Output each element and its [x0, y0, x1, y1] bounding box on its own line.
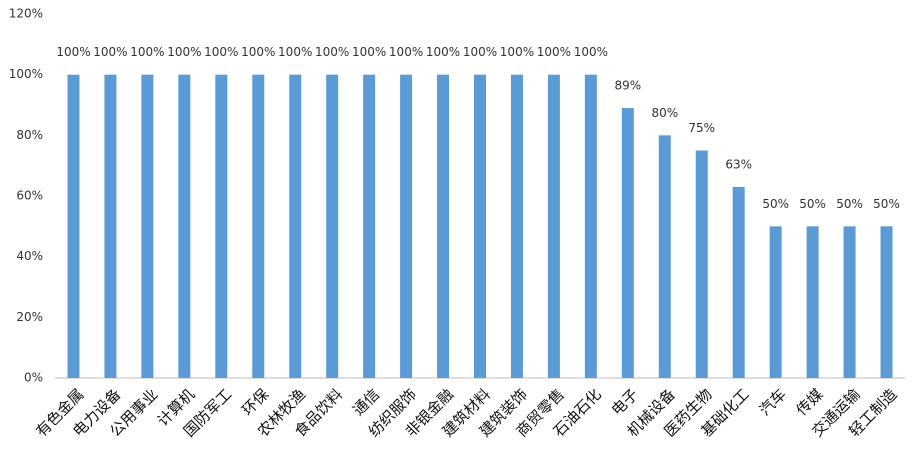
value-label: 100% — [130, 45, 164, 59]
value-label: 100% — [463, 45, 497, 59]
y-tick-label: 100% — [9, 67, 43, 81]
bar — [437, 74, 450, 379]
value-label: 100% — [500, 45, 534, 59]
bar — [510, 74, 523, 379]
bar — [806, 226, 819, 378]
value-label: 100% — [574, 45, 608, 59]
bar — [474, 74, 486, 379]
bar — [215, 74, 228, 379]
bar — [547, 74, 560, 379]
bar — [400, 74, 413, 379]
value-label: 100% — [352, 45, 386, 59]
value-label: 100% — [241, 45, 275, 59]
value-label: 75% — [688, 121, 715, 135]
value-label: 63% — [725, 157, 752, 171]
value-label: 100% — [389, 45, 423, 59]
bar — [289, 74, 302, 379]
bar — [843, 226, 856, 378]
value-label: 80% — [651, 106, 678, 120]
value-label: 100% — [315, 45, 349, 59]
bar — [326, 74, 339, 379]
value-label: 89% — [614, 79, 641, 93]
value-label: 100% — [93, 45, 127, 59]
y-tick-label: 120% — [9, 7, 43, 21]
value-label: 100% — [278, 45, 312, 59]
bar — [363, 74, 376, 379]
bar — [732, 186, 745, 378]
bar — [880, 226, 893, 378]
y-tick-label: 0% — [24, 371, 43, 385]
value-label: 100% — [426, 45, 460, 59]
bar — [621, 108, 634, 379]
bar — [104, 74, 117, 379]
bar — [769, 226, 782, 378]
value-label: 100% — [56, 45, 90, 59]
value-label: 50% — [836, 197, 863, 211]
bar — [252, 74, 265, 379]
value-label: 50% — [762, 197, 789, 211]
y-tick-label: 60% — [16, 189, 43, 203]
value-label: 100% — [167, 45, 201, 59]
value-label: 100% — [204, 45, 238, 59]
bar — [695, 150, 708, 378]
y-tick-label: 40% — [16, 249, 43, 263]
y-tick-label: 80% — [16, 128, 43, 142]
value-label: 50% — [873, 197, 900, 211]
bar — [658, 135, 671, 378]
bar — [141, 74, 154, 379]
value-label: 50% — [799, 197, 826, 211]
bar — [178, 74, 191, 379]
bar — [67, 74, 80, 379]
x-tick-label: 汽车 — [756, 385, 790, 419]
bar — [584, 74, 597, 379]
y-tick-label: 20% — [16, 310, 43, 324]
value-label: 100% — [537, 45, 571, 59]
